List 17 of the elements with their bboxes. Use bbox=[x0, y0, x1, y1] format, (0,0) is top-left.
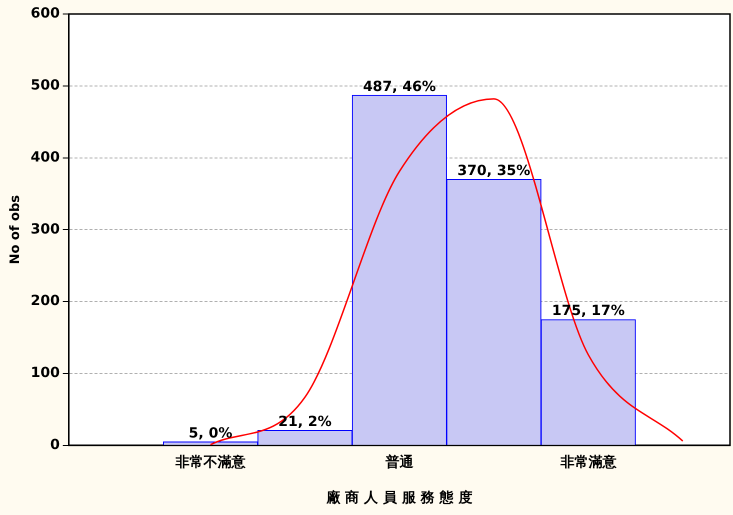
y-tick-label: 500 bbox=[30, 78, 60, 94]
line-series bbox=[210, 98, 684, 446]
data-label: 5, 0% bbox=[188, 425, 232, 442]
y-tick-label: 400 bbox=[30, 149, 60, 166]
data-label: 487, 46% bbox=[362, 78, 436, 95]
y-tick-label: 0 bbox=[50, 437, 60, 454]
y-tick-label: 300 bbox=[30, 221, 60, 238]
y-tick-label: 100 bbox=[30, 365, 60, 382]
y-tick-label: 200 bbox=[30, 293, 60, 310]
x-tick-label: 普通 bbox=[384, 453, 414, 470]
x-axis-title: 廠 商 人 員 服 務 態 度 bbox=[325, 489, 472, 506]
x-tick-label: 非常不滿意 bbox=[174, 453, 247, 470]
data-label: 370, 35% bbox=[457, 163, 530, 180]
x-tick-label: 非常滿意 bbox=[559, 453, 618, 470]
data-label: 21, 2% bbox=[278, 414, 332, 430]
y-tick-label: 600 bbox=[30, 6, 60, 22]
y-axis-title: No of obs bbox=[8, 194, 24, 264]
